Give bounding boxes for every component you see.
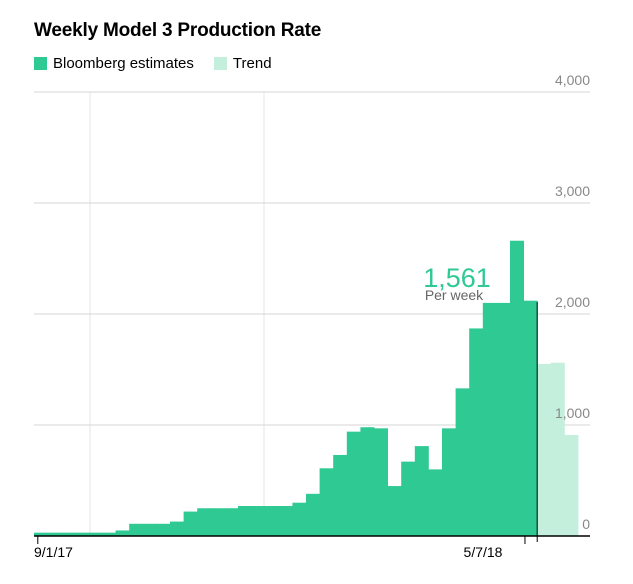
estimate-bar: [47, 532, 62, 536]
y-tick-label: 0: [582, 516, 590, 532]
legend-swatch-trend: [213, 57, 227, 70]
estimate-bar: [170, 521, 184, 536]
legend-item-estimates: Bloomberg estimates: [34, 55, 194, 72]
estimate-bar: [34, 532, 48, 536]
legend-swatch-estimates: [34, 57, 47, 70]
bars-group: [34, 240, 579, 537]
estimate-bar: [88, 532, 103, 536]
estimate-bar: [278, 506, 293, 536]
estimate-bar: [333, 454, 348, 536]
legend-label-estimates: Bloomberg estimates: [53, 55, 194, 72]
axes-group: [34, 302, 590, 544]
estimate-bar: [469, 328, 484, 536]
estimate-bar: [197, 508, 212, 536]
estimate-bar: [442, 428, 456, 536]
x-tick-label: 9/1/17: [34, 544, 73, 560]
y-tick-label: 4,000: [555, 72, 590, 88]
callout-value: 1,561: [423, 263, 491, 293]
y-tick-label: 2,000: [555, 294, 590, 310]
estimate-bar: [319, 468, 334, 536]
estimate-bar: [428, 469, 443, 536]
estimate-bar: [156, 523, 171, 536]
estimate-bar: [251, 506, 266, 536]
estimate-bar: [346, 431, 361, 536]
callout-text: Per week: [425, 287, 484, 303]
estimate-bar: [360, 427, 375, 536]
labels-group: 4,000 3,000 2,000 1,000 0 9/1/17 5/7/18 1,561Pe…: [34, 72, 590, 560]
estimate-bar: [414, 446, 429, 536]
estimate-bar: [224, 508, 239, 536]
x-tick-label: 5/7/18: [464, 544, 503, 560]
legend-label-trend: Trend: [232, 55, 272, 72]
estimate-bar: [61, 532, 76, 536]
estimate-bar: [142, 523, 157, 536]
estimate-bar: [129, 523, 144, 536]
trend-bar: [550, 362, 565, 536]
estimate-bar: [523, 300, 538, 536]
estimate-bar: [115, 530, 130, 536]
estimate-bar: [238, 506, 252, 536]
estimate-bar: [455, 388, 470, 536]
y-tick-label: 1,000: [555, 405, 590, 421]
legend-item-trend: Trend: [213, 55, 272, 72]
estimate-bar: [510, 240, 524, 537]
estimate-bar: [210, 508, 225, 536]
estimate-bar: [292, 502, 307, 536]
trend-bar: [564, 434, 579, 536]
estimate-bar: [183, 511, 198, 536]
estimate-bar: [74, 532, 89, 536]
estimate-bar: [306, 493, 320, 536]
estimate-bar: [482, 302, 497, 536]
chart-title: Weekly Model 3 Production Rate: [34, 20, 322, 41]
estimate-bar: [401, 461, 416, 536]
estimate-bar: [102, 532, 116, 536]
estimate-bar: [387, 486, 402, 536]
trend-bar: [537, 363, 552, 536]
chart-legend: Bloomberg estimates Trend: [34, 55, 292, 72]
estimate-bar: [265, 506, 280, 536]
estimate-bar: [374, 428, 388, 536]
estimate-bar: [496, 302, 511, 536]
y-tick-label: 3,000: [555, 183, 590, 199]
